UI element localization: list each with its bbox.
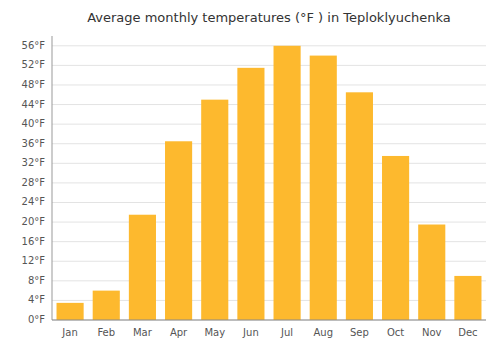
bar [310,56,337,320]
y-axis: 0°F 4°F 8°F 12°F 16°F 20°F 24°F 28°F 32°F 36°F 40°… [22,40,46,325]
bar [382,156,409,320]
x-tick-label: Apr [170,327,188,338]
y-tick-label: 8°F [28,275,45,286]
grid-line [52,45,486,46]
x-axis: Jan Feb Mar Apr May Jun Jul Aug Sep Oct Nov Dec [61,327,477,338]
x-tick-label: Jul [280,327,293,338]
y-tick-label: 12°F [22,255,46,266]
bar [93,291,120,320]
grid-line [52,182,486,183]
x-tick-label: Oct [387,327,404,338]
y-tick-label: 48°F [22,79,46,90]
bar [454,276,481,320]
bar [165,141,192,320]
x-tick-label: Jun [242,327,259,338]
y-tick-label: 52°F [22,59,46,70]
grid-line [52,104,486,105]
y-tick-label: 32°F [22,157,46,168]
x-tick-label: May [204,327,225,338]
y-tick-label: 56°F [22,40,46,51]
y-axis-line [52,36,53,320]
chart: Average monthly temperatures (°F ) in Te… [0,0,500,350]
grid-line [52,222,486,223]
y-tick-label: 16°F [22,236,46,247]
bar [57,303,84,320]
grid-line [52,65,486,66]
y-tick-label: 28°F [22,177,46,188]
grid-line [52,163,486,164]
bar [274,46,301,320]
bar [201,100,228,320]
y-tick-label: 24°F [22,196,46,207]
grid-line [52,320,486,321]
y-tick-label: 36°F [22,138,46,149]
y-tick-label: 4°F [28,294,45,305]
grid-line [52,84,486,85]
title: Average monthly temperatures (°F ) in Te… [87,10,451,25]
bar [418,225,445,320]
x-tick-label: Nov [422,327,442,338]
bar [346,92,373,320]
y-tick-label: 44°F [22,99,46,110]
grid-line [52,124,486,125]
y-tick-label: 40°F [22,118,46,129]
bars [57,46,482,320]
grid-line [52,143,486,144]
x-tick-label: Dec [458,327,477,338]
x-axis-line [52,320,486,321]
x-tick-label: Feb [97,327,115,338]
bar [237,68,264,320]
x-tick-label: Aug [313,327,333,338]
x-tick-label: Jan [61,327,77,338]
grid-line [52,202,486,203]
x-tick-label: Sep [350,327,369,338]
y-tick-label: 0°F [28,314,45,325]
grid [52,46,486,320]
y-tick-label: 20°F [22,216,46,227]
x-tick-label: Mar [133,327,153,338]
bar [129,215,156,320]
